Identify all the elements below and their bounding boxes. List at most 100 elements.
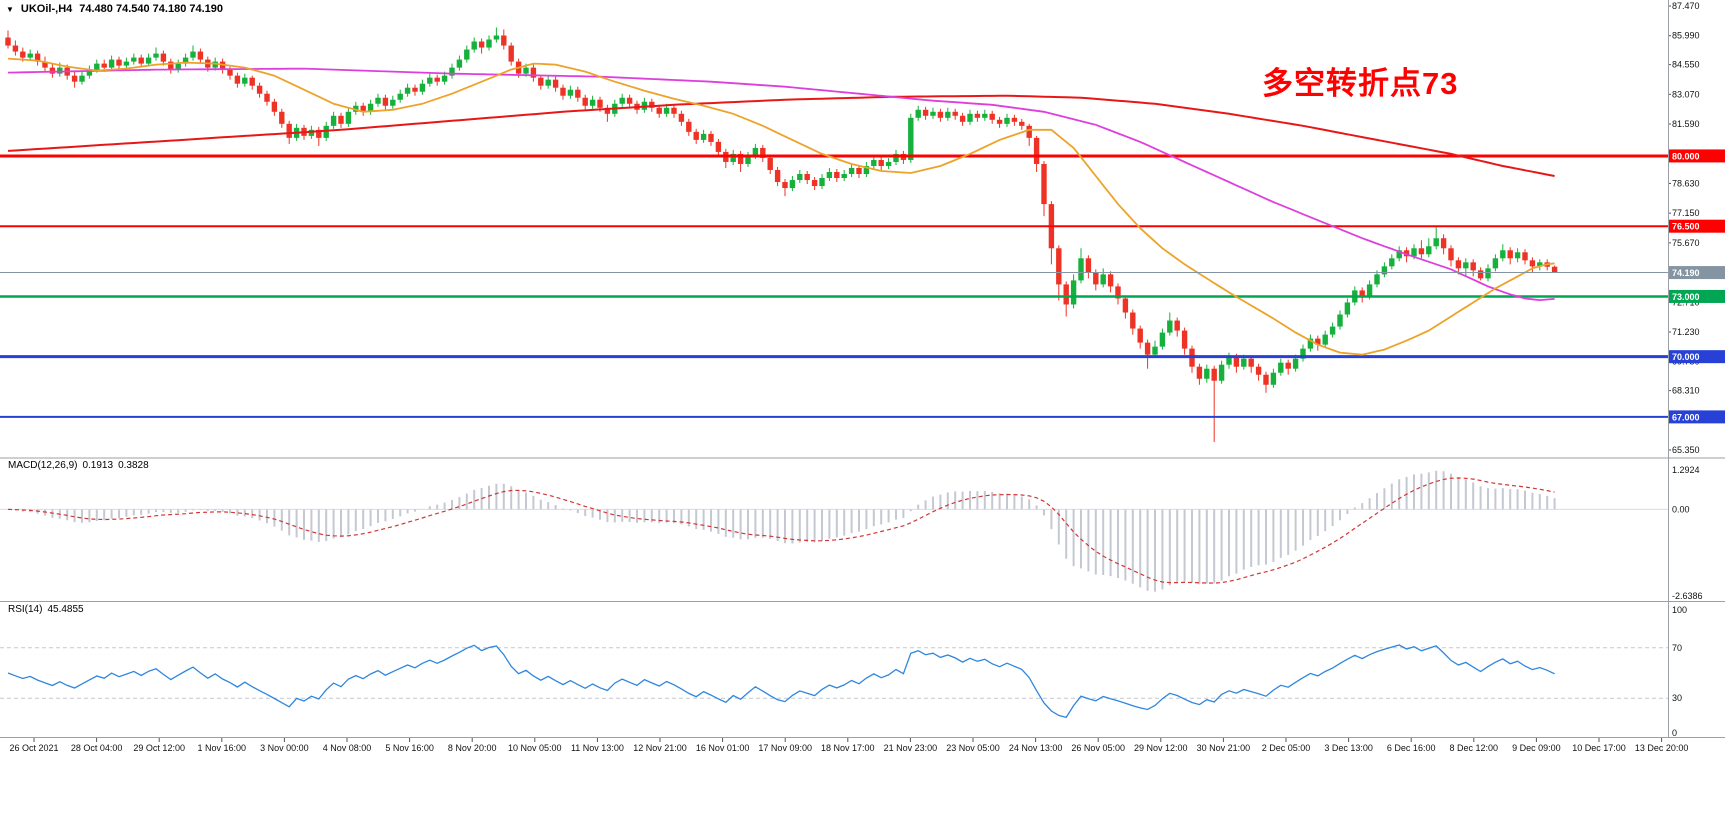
candle-up xyxy=(893,153,899,162)
candle-down xyxy=(256,85,263,94)
macd-axis-label: 0.00 xyxy=(1672,504,1690,514)
candle-down xyxy=(412,87,418,92)
candle-up xyxy=(752,147,759,156)
candle-down xyxy=(1115,286,1121,299)
macd-value-signal: 0.3828 xyxy=(118,460,149,471)
candle-down xyxy=(42,61,48,68)
candle-up xyxy=(353,105,359,112)
candle-down xyxy=(1181,330,1188,349)
candle-down xyxy=(1026,125,1032,138)
price-badge-label: 74.190 xyxy=(1672,268,1700,278)
price-axis-label: 87.470 xyxy=(1672,1,1700,11)
candle-down xyxy=(1263,374,1269,385)
candle-up xyxy=(1426,246,1432,255)
candle-down xyxy=(767,157,773,170)
symbol-title-row: ▼ UKOil-,H4 74.480 74.540 74.180 74.190 xyxy=(6,3,223,15)
candle-up xyxy=(1344,302,1351,315)
candle-down xyxy=(219,61,226,70)
candle-up xyxy=(182,57,189,64)
candle-up xyxy=(190,51,196,58)
candle-up xyxy=(441,75,448,82)
candle-up xyxy=(789,180,796,189)
candle-down xyxy=(686,121,692,132)
price-axis-label: 84.550 xyxy=(1672,60,1700,70)
candle-up xyxy=(390,99,396,106)
rsi-axis-label: 70 xyxy=(1672,643,1682,653)
candle-down xyxy=(922,109,929,116)
candle-up xyxy=(1070,280,1077,305)
price-badge xyxy=(1669,266,1725,280)
candle-down xyxy=(804,174,810,181)
candle-down xyxy=(959,115,966,122)
candle-down xyxy=(760,147,766,158)
candle-up xyxy=(375,97,381,104)
candle-up xyxy=(1159,332,1166,347)
time-axis-label: 13 Dec 20:00 xyxy=(1635,743,1689,753)
time-axis-label: 12 Nov 21:00 xyxy=(633,743,687,753)
candle-down xyxy=(116,59,122,66)
price-badge xyxy=(1669,219,1725,233)
symbol-name: UKOil-,H4 xyxy=(20,3,73,15)
macd-name: MACD(12,26,9) xyxy=(8,460,78,471)
candle-down xyxy=(1085,258,1092,273)
candle-down xyxy=(1315,338,1321,345)
time-axis-label: 4 Nov 08:00 xyxy=(323,743,372,753)
candle-down xyxy=(5,37,11,46)
candle-down xyxy=(597,99,603,108)
candle-down xyxy=(101,63,107,68)
price-axis[interactable] xyxy=(1668,0,1725,737)
price-badge-label: 67.000 xyxy=(1672,412,1700,422)
price-axis-label: 68.310 xyxy=(1672,386,1700,396)
candle-down xyxy=(160,53,167,62)
candle-up xyxy=(1329,326,1336,335)
time-axis-label: 10 Dec 17:00 xyxy=(1572,743,1626,753)
time-axis-label: 30 Nov 21:00 xyxy=(1197,743,1251,753)
candle-up xyxy=(1241,358,1247,367)
candle-down xyxy=(264,93,270,102)
time-axis-label: 21 Nov 23:00 xyxy=(884,743,938,753)
candle-down xyxy=(271,101,278,112)
candle-down xyxy=(693,131,699,140)
time-axis[interactable] xyxy=(0,738,1668,756)
candle-down xyxy=(989,113,995,120)
time-axis-label: 5 Nov 16:00 xyxy=(385,743,434,753)
rsi-label: RSI(14) 45.4855 xyxy=(8,604,89,615)
candle-down xyxy=(1418,248,1425,255)
candle-down xyxy=(1144,342,1151,355)
candle-down xyxy=(382,97,389,106)
candle-up xyxy=(131,57,137,62)
candle-up xyxy=(982,113,988,118)
symbol-dropdown-icon[interactable]: ▼ xyxy=(6,4,14,14)
candle-up xyxy=(486,39,492,48)
candle-down xyxy=(1470,262,1476,271)
candle-down xyxy=(1107,274,1114,287)
candle-up xyxy=(367,103,374,112)
candle-down xyxy=(168,61,174,70)
candle-down xyxy=(604,107,611,114)
price-axis-label: 81.590 xyxy=(1672,119,1700,129)
candle-up xyxy=(1337,314,1343,327)
candle-down xyxy=(1440,238,1447,249)
candle-up xyxy=(967,113,973,122)
candle-up xyxy=(419,83,426,92)
candle-down xyxy=(649,101,655,108)
candle-up xyxy=(1270,372,1277,385)
candle-down xyxy=(1522,252,1528,261)
candle-up xyxy=(1204,368,1210,379)
candle-up xyxy=(663,107,670,114)
candle-up xyxy=(1514,252,1521,259)
symbol-ohlc: 74.480 74.540 74.180 74.190 xyxy=(79,3,224,15)
candle-up xyxy=(94,63,100,70)
price-axis-label: 65.350 xyxy=(1672,445,1700,455)
candle-down xyxy=(71,75,78,82)
time-axis-label: 8 Dec 12:00 xyxy=(1450,743,1499,753)
candle-up xyxy=(797,174,803,181)
candle-down xyxy=(834,171,840,179)
candle-down xyxy=(279,111,285,124)
candle-up xyxy=(330,115,337,126)
candle-up xyxy=(1278,362,1284,373)
candle-up xyxy=(1374,274,1380,285)
candle-down xyxy=(234,75,241,84)
candle-down xyxy=(715,141,722,152)
